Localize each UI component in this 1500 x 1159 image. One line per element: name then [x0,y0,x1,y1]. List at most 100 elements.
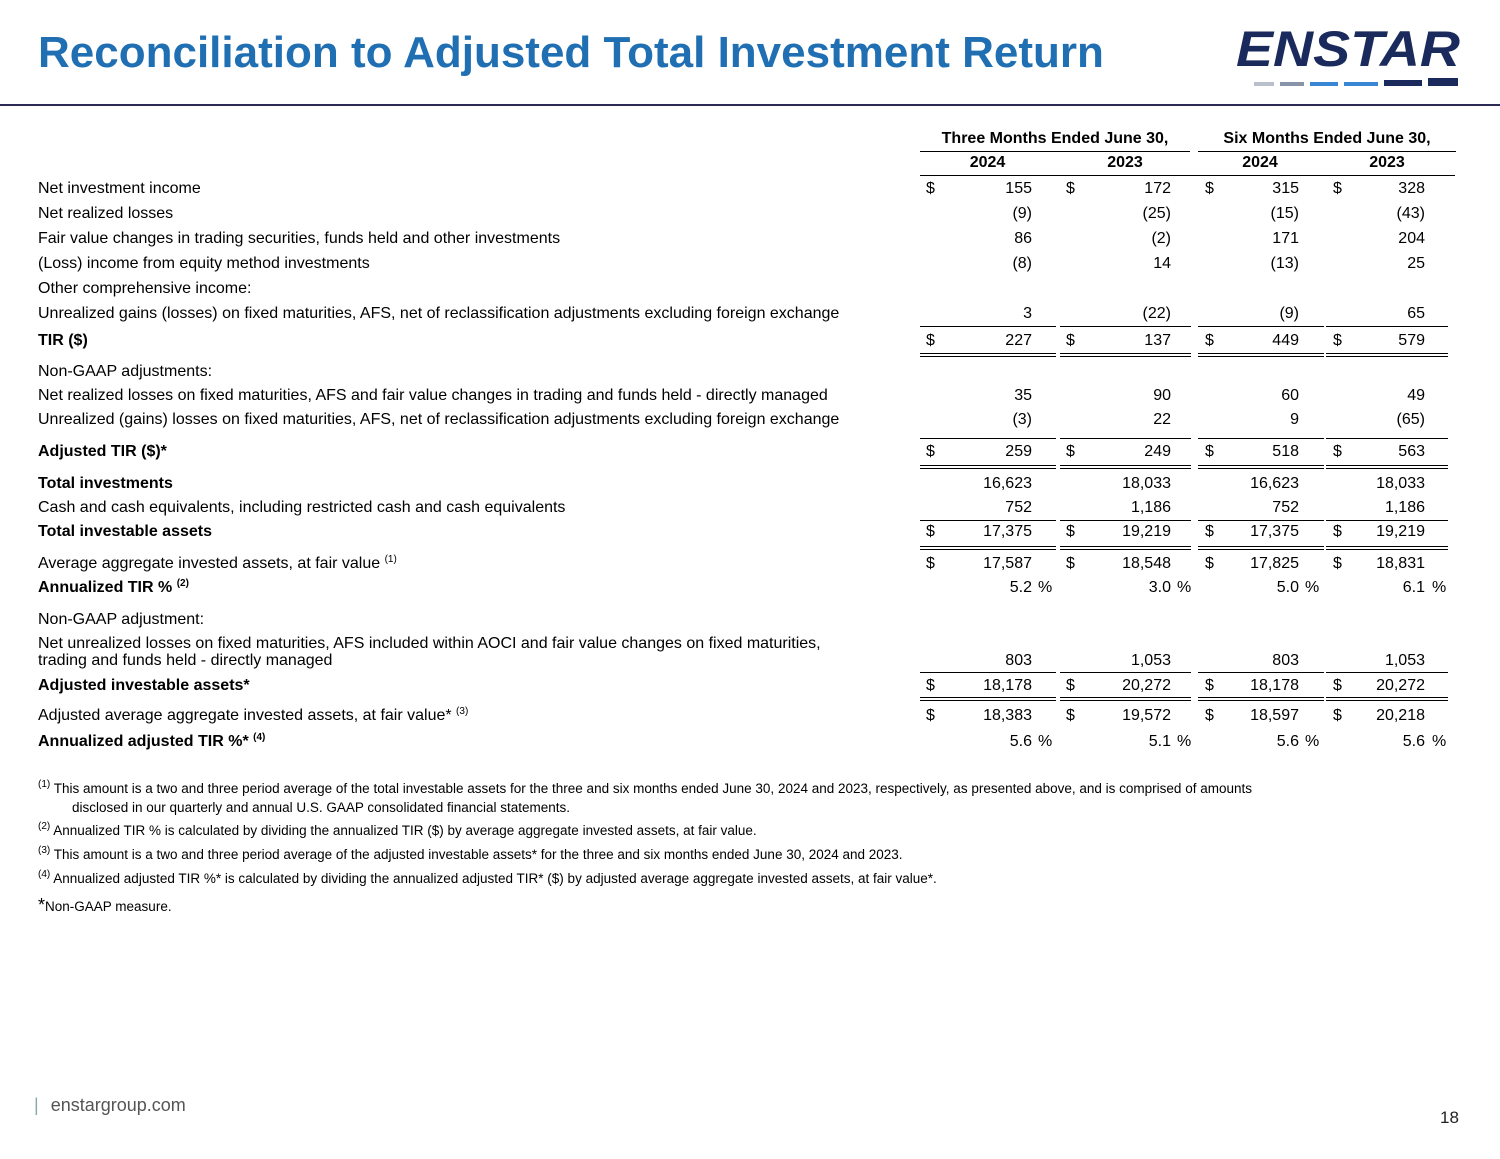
cell-value: 90 [1153,387,1171,404]
dollar-sign: $ [1333,677,1342,694]
cell-value: 60 [1281,387,1299,404]
dollar-sign: $ [926,555,935,572]
dollar-sign: $ [1333,443,1342,460]
cell-value: 19,219 [1376,523,1425,540]
year-header: 2023 [1107,154,1143,171]
cell-value: 20,218 [1376,707,1425,724]
dollar-sign: $ [1066,555,1075,572]
cell-value: (25) [1142,205,1171,222]
row-label: Total investments [38,475,173,492]
cell-value: (9) [1012,205,1032,222]
dollar-sign: $ [1066,677,1075,694]
cell-value: 18,178 [1250,677,1299,694]
total-rule [1326,700,1448,701]
total-rule [1198,700,1324,701]
cell-value: 5.6 [1402,733,1425,750]
total-rule [920,697,1056,698]
total-rule [1198,353,1324,354]
cell-value: 5.6 [1276,733,1299,750]
cell-value: 249 [1144,443,1171,460]
row-label: trading and funds held - directly manage… [38,652,333,669]
row-label: Average aggregate invested assets, at fa… [38,554,397,573]
cell-value: 6.1 [1402,579,1425,596]
cell-value: 5.1 [1148,733,1171,750]
cell-value: (9) [1279,305,1299,322]
cell-value: 328 [1398,180,1425,197]
dollar-sign: $ [1205,707,1214,724]
header-rule [0,104,1500,106]
cell-value: 137 [1144,332,1171,349]
total-rule [1198,549,1324,550]
dollar-sign: $ [1066,707,1075,724]
dollar-sign: $ [1205,677,1214,694]
cell-value: 17,825 [1250,555,1299,572]
percent-sign: % [1432,579,1447,596]
cell-value: 18,033 [1122,475,1171,492]
subtotal-rule [1326,438,1448,439]
total-rule [1326,353,1448,354]
footnote: (4) Annualized adjusted TIR %* is calcul… [38,869,937,887]
footnote: (2) Annualized TIR % is calculated by di… [38,821,757,839]
row-label: TIR ($) [38,332,88,349]
row-label: Unrealized (gains) losses on fixed matur… [38,411,840,428]
cell-value: 579 [1398,332,1425,349]
subtotal-rule [1060,672,1191,673]
cell-value: (2) [1151,230,1171,247]
cell-value: (13) [1270,255,1299,272]
page-number: 18 [1440,1108,1459,1127]
cell-value: 172 [1144,180,1171,197]
dollar-sign: $ [926,707,935,724]
cell-value: 1,186 [1130,499,1171,516]
footnote: (1) This amount is a two and three perio… [38,779,1252,816]
percent-sign: % [1038,579,1053,596]
dollar-sign: $ [926,677,935,694]
cell-value: 17,375 [1250,523,1299,540]
subtotal-rule [920,672,1056,673]
footer-site[interactable]: enstargroup.com [50,1095,186,1115]
dollar-sign: $ [1066,523,1075,540]
row-label: Non-GAAP adjustments: [38,363,213,380]
header-underline [920,151,1190,152]
cell-value: 449 [1272,332,1299,349]
cell-value: 18,548 [1122,555,1171,572]
total-rule [920,549,1056,550]
cell-value: 563 [1398,443,1425,460]
total-rule [1326,468,1448,469]
cell-value: 65 [1407,305,1425,322]
cell-value: 19,572 [1122,707,1171,724]
subtotal-rule [1198,326,1324,327]
dollar-sign: $ [1205,332,1214,349]
cell-value: (8) [1012,255,1032,272]
cell-value: 35 [1014,387,1032,404]
row-label: Unrealized gains (losses) on fixed matur… [38,305,840,322]
cell-value: 16,623 [983,475,1032,492]
total-rule [920,700,1056,701]
cell-value: (43) [1396,205,1425,222]
dollar-sign: $ [1066,332,1075,349]
enstar-logo: ENSTAR [1236,22,1460,86]
cell-value: 49 [1407,387,1425,404]
cell-value: 5.2 [1009,579,1032,596]
header-three-months: Three Months Ended June 30, [941,130,1169,147]
year-header: 2023 [1369,154,1405,171]
dollar-sign: $ [1333,707,1342,724]
row-label: Total investable assets [38,523,212,540]
cell-value: 1,186 [1384,499,1425,516]
total-rule [1198,546,1324,547]
subtotal-rule [920,520,1056,521]
total-rule [1198,356,1324,357]
total-rule [1060,549,1191,550]
total-rule [1198,465,1324,466]
total-rule [920,546,1056,547]
row-label: Net unrealized losses on fixed maturitie… [38,635,821,652]
row-label: Net investment income [38,180,201,197]
subtotal-rule [920,326,1056,327]
footnote-ref: (4) [253,732,266,743]
cell-value: 25 [1407,255,1425,272]
row-label: (Loss) income from equity method investm… [38,255,370,272]
row-label: Non-GAAP adjustment: [38,611,205,628]
cell-value: 22 [1153,411,1171,428]
dollar-sign: $ [1205,555,1214,572]
year-underline [920,175,1455,176]
total-rule [920,356,1056,357]
